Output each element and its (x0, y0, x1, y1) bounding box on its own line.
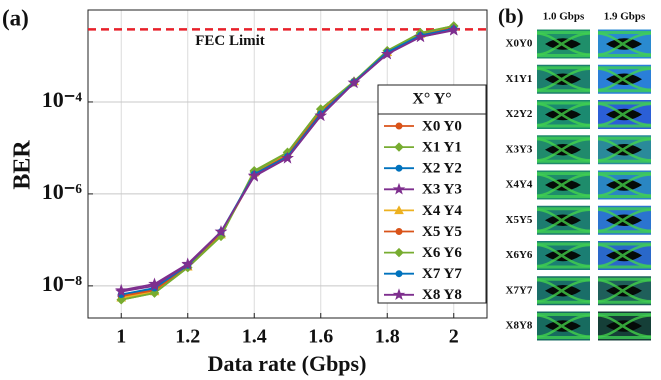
eye-diagram (537, 241, 590, 270)
legend-label: X6 Y6 (422, 245, 462, 261)
x-tick-label: 2 (449, 326, 459, 348)
y-axis-label: BER (10, 140, 36, 190)
row-label: X8Y8 (506, 320, 533, 332)
eye-diagram (598, 276, 651, 305)
legend-label: X7 Y7 (422, 266, 462, 282)
y-tick-label: 10⁻⁸ (42, 271, 83, 296)
legend-title: X° Y° (412, 91, 451, 108)
column-header: 1.0 Gbps (543, 11, 585, 23)
legend-marker (396, 229, 402, 235)
eye-diagram (537, 206, 590, 235)
eye-diagram (598, 171, 651, 200)
eye-diagram (537, 135, 590, 164)
eye-diagram (537, 312, 590, 341)
row-label: X5Y5 (506, 214, 533, 226)
y-tick-label: 10⁻⁴ (42, 87, 83, 112)
x-axis-label: Data rate (Gbps) (208, 351, 367, 376)
legend-label: X4 Y4 (422, 203, 462, 219)
eye-diagram (537, 276, 590, 305)
row-label: X6Y6 (506, 249, 533, 261)
eye-diagram (537, 30, 590, 59)
legend-marker (396, 271, 402, 277)
threshold-label: FEC Limit (195, 33, 265, 49)
legend-label: X8 Y8 (422, 287, 462, 303)
row-label: X4Y4 (506, 179, 533, 191)
x-tick-label: 1.4 (242, 326, 267, 348)
x-tick-label: 1 (116, 326, 126, 348)
column-header: 1.9 Gbps (604, 11, 646, 23)
row-label: X2Y2 (506, 108, 533, 120)
legend-label: X1 Y1 (422, 140, 462, 156)
eye-diagram (598, 206, 651, 235)
eye-diagram (598, 312, 651, 341)
figure: (a) Data rate (Gbps) BER (b) 1 1.2 1.4 1.6 1… (0, 0, 661, 380)
eye-diagram (537, 171, 590, 200)
eye-diagram (598, 135, 651, 164)
eye-diagram (598, 30, 651, 59)
eye-diagram (537, 100, 590, 129)
y-tick-label: 10⁻⁶ (42, 179, 83, 204)
eye-diagram (598, 100, 651, 129)
panel-label: (a) (2, 5, 29, 30)
legend-label: X5 Y5 (422, 224, 462, 240)
x-tick-label: 1.6 (308, 326, 333, 348)
legend-label: X0 Y0 (422, 118, 462, 134)
x-tick-label: 1.2 (175, 326, 200, 348)
legend-label: X2 Y2 (422, 161, 462, 177)
eye-diagram (598, 241, 651, 270)
row-label: X7Y7 (506, 284, 533, 296)
row-label: X1Y1 (506, 73, 533, 85)
panel-label: (b) (498, 4, 524, 28)
x-tick-label: 1.8 (375, 326, 400, 348)
eye-diagram (537, 65, 590, 94)
row-label: X0Y0 (506, 38, 533, 50)
legend-label: X3 Y3 (422, 182, 462, 198)
legend-marker (396, 165, 402, 171)
legend-marker (396, 123, 402, 129)
row-label: X3Y3 (506, 143, 533, 155)
eye-diagram (598, 65, 651, 94)
